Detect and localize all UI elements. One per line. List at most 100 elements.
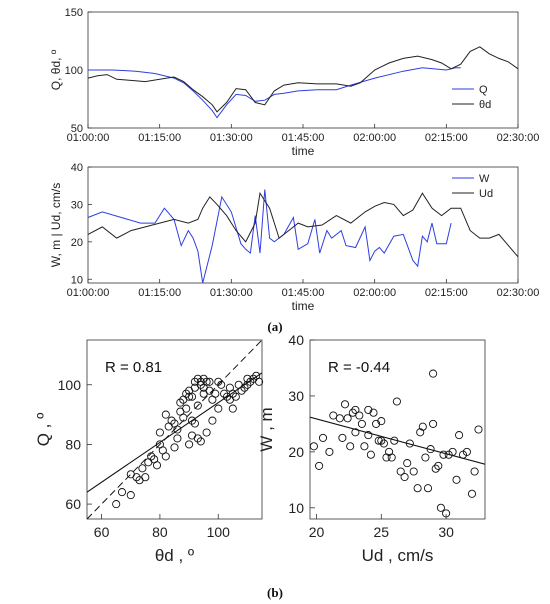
scatter-point: [439, 450, 448, 459]
scatter-point: [385, 447, 394, 456]
y-tick-label: 20: [288, 444, 304, 460]
x-tick-label: 01:45:00: [282, 287, 325, 299]
scatter-point: [190, 419, 199, 428]
scatter-point: [364, 431, 373, 440]
scatter-point: [196, 437, 205, 446]
scatter-point: [161, 410, 170, 419]
scatter-panel-3: 20 25 30 10 20 30 40 Ud , cm/s W , m R = -0.44: [257, 332, 486, 565]
scatter-point: [167, 416, 176, 425]
x-tick-label: 02:00:00: [353, 132, 396, 144]
identity-line: [87, 340, 262, 519]
scatter-point: [346, 442, 355, 451]
scatter-point: [405, 439, 414, 448]
y-axis-label: Q , º: [34, 413, 53, 447]
scatter-point: [338, 433, 347, 442]
y-tick-label: 10: [288, 500, 304, 516]
x-tick-label: 02:00:00: [353, 287, 396, 299]
scatter-point: [185, 392, 194, 401]
scatter-point: [392, 397, 401, 406]
scatter-point: [423, 484, 433, 493]
scatter-point: [377, 417, 386, 426]
time-panel-0: 01:00:00 01:15:00 01:30:00 01:45:00 02:00:00…: [49, 7, 539, 158]
y-tick-label: 40: [71, 162, 83, 174]
y-axis-label: W, m | Ud, cm/s: [49, 183, 63, 267]
y-tick-label: 80: [65, 436, 81, 452]
scatter-point: [315, 461, 324, 470]
scatter-point: [211, 389, 220, 398]
x-tick-label: 02:15:00: [425, 287, 468, 299]
y-tick-label: 30: [71, 199, 83, 211]
scatter-point: [155, 428, 164, 437]
scatter-point: [364, 405, 373, 414]
scatter-point: [396, 467, 405, 476]
scatter-point: [379, 439, 388, 448]
x-tick-label: 60: [94, 524, 110, 540]
y-tick-label: 150: [65, 7, 83, 19]
scatter-point: [403, 459, 412, 468]
scatter-point: [416, 428, 425, 437]
scatter-point: [193, 401, 202, 410]
scatter-point: [214, 377, 223, 386]
x-axis-label: time: [292, 299, 315, 313]
series-line-Ud: [87, 191, 519, 258]
scatter-panel-2: 60 80 100 60 80 100 θd , º Q , º R = 0.81: [34, 339, 264, 565]
scatter-point: [228, 404, 237, 413]
scatter-point: [409, 467, 418, 476]
legend-label-Q: Q: [479, 84, 488, 96]
scatter-point: [369, 408, 378, 417]
scatter-point: [152, 461, 162, 470]
scatter-point: [387, 453, 396, 462]
x-tick-label: 20: [309, 524, 325, 540]
y-axis-label: Q, θd, º: [49, 49, 63, 90]
scatter-point: [452, 475, 461, 484]
scatter-point: [243, 380, 252, 389]
scatter-point: [357, 419, 366, 428]
scatter-point: [193, 434, 202, 443]
scatter-point: [426, 445, 435, 454]
x-axis-label: θd , º: [155, 546, 194, 565]
scatter-point: [434, 461, 443, 470]
scatter-point: [231, 392, 240, 401]
x-tick-label: 01:00:00: [67, 287, 110, 299]
x-tick-label: 25: [374, 524, 390, 540]
correlation-label: R = -0.44: [328, 359, 390, 376]
series-line-θd: [87, 46, 519, 113]
scatter-point: [343, 414, 352, 423]
plot-frame: [87, 11, 519, 129]
scatter-point: [187, 392, 197, 401]
legend-label-Ud: Ud: [479, 188, 493, 200]
scatter-point: [360, 442, 369, 451]
scatter-point: [377, 436, 386, 445]
caption-b: (b): [267, 585, 283, 600]
scatter-point: [255, 377, 264, 386]
scatter-point: [240, 383, 249, 392]
x-tick-label: 01:00:00: [67, 132, 110, 144]
scatter-point: [470, 467, 479, 476]
scatter-point: [413, 484, 422, 493]
x-tick-label: 80: [152, 524, 168, 540]
legend-label-W: W: [479, 173, 490, 185]
time-panel-1: 01:00:00 01:15:00 01:30:00 01:45:00 02:00:00…: [49, 162, 539, 313]
scatter-point: [429, 369, 438, 378]
x-tick-label: 100: [207, 524, 231, 540]
scatter-point: [173, 425, 182, 434]
scatter-point: [351, 405, 360, 414]
scatter-point: [147, 452, 156, 461]
x-tick-label: 01:30:00: [210, 132, 253, 144]
x-tick-label: 01:45:00: [282, 132, 325, 144]
y-tick-label: 20: [71, 237, 83, 249]
y-tick-label: 40: [288, 332, 304, 348]
scatter-point: [185, 440, 194, 449]
scatter-point: [431, 464, 440, 473]
y-tick-label: 100: [65, 65, 83, 77]
scatter-point: [400, 472, 409, 482]
scatter-point: [132, 473, 141, 482]
scatter-point: [176, 398, 185, 407]
y-tick-label: 100: [58, 377, 82, 393]
x-tick-label: 02:15:00: [425, 132, 468, 144]
y-axis-label: W , m: [257, 407, 276, 451]
scatter-point: [208, 416, 217, 425]
x-tick-label: 01:15:00: [138, 287, 181, 299]
scatter-point: [309, 442, 318, 451]
scatter-point: [202, 377, 211, 386]
